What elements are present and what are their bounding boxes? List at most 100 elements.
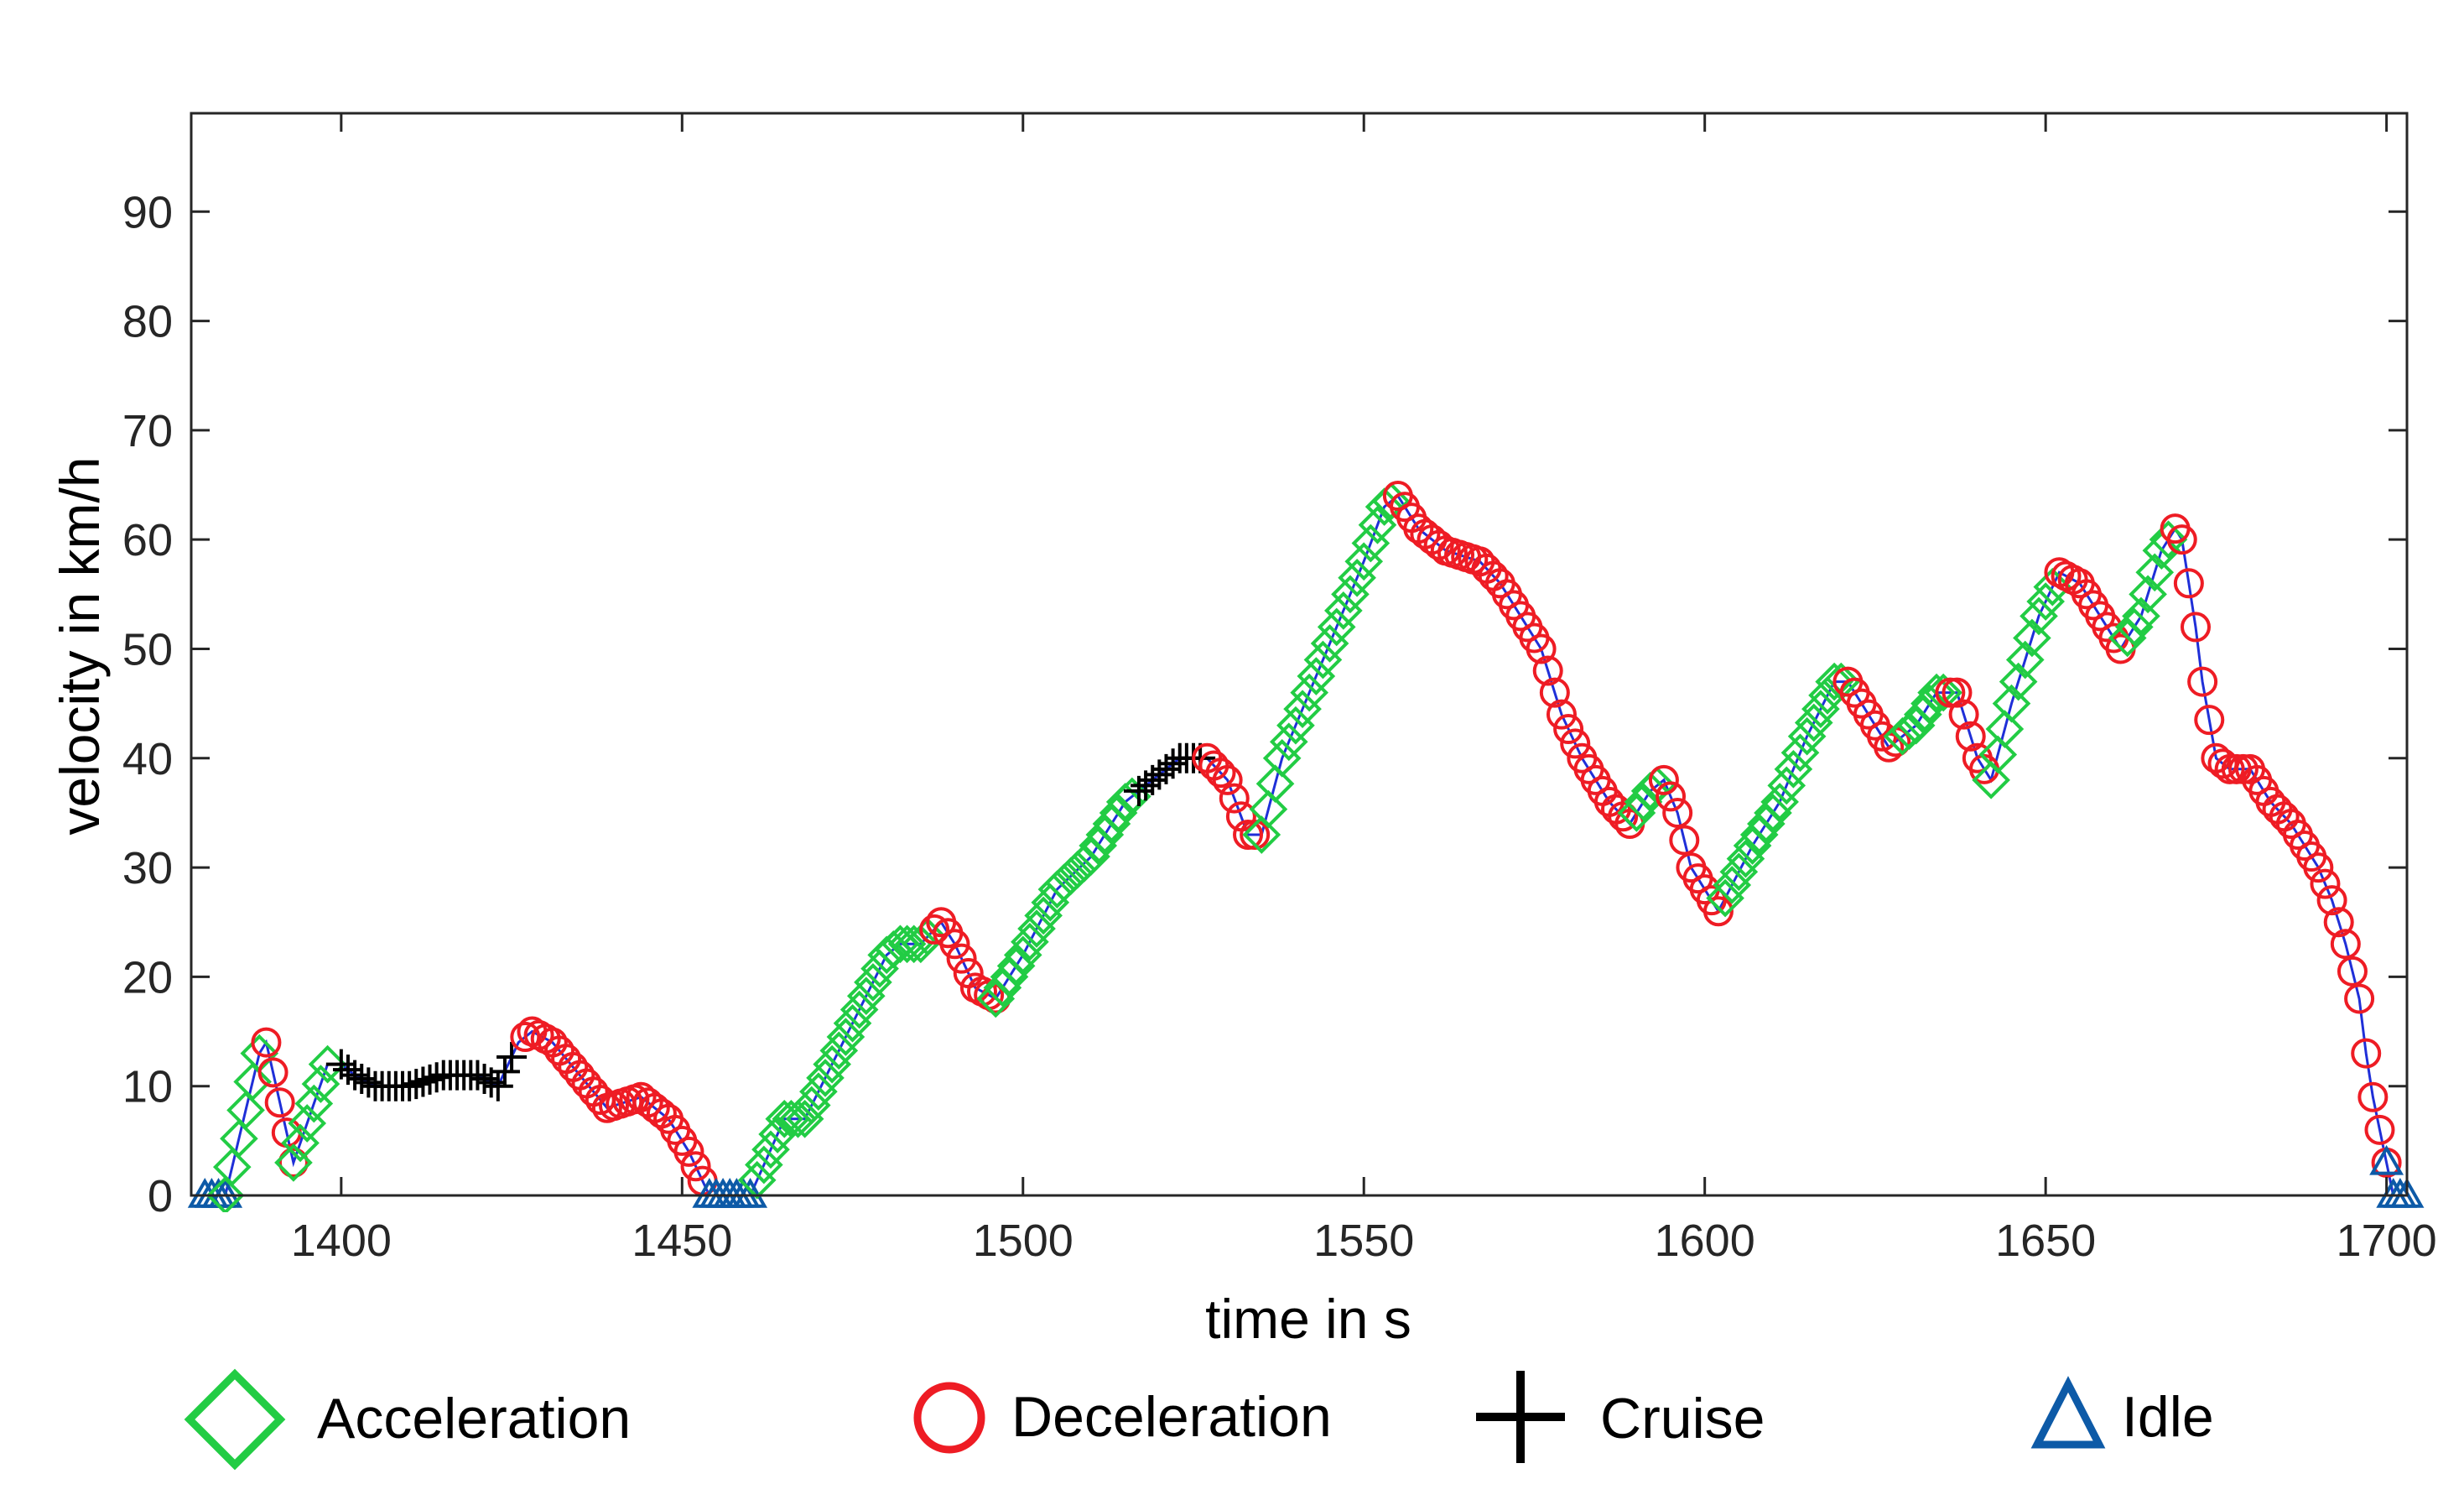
legend-item-idle: Idle [2030, 1376, 2214, 1449]
acceleration-point [2033, 567, 2072, 607]
x-axis-title: time in s [1205, 1288, 1411, 1350]
acceleration-point [1099, 794, 1138, 832]
legend: Acceleration Deceleration Cruise Idle [184, 1368, 2214, 1471]
acceleration-point [1924, 673, 1963, 712]
deceleration-point [919, 914, 950, 945]
acceleration-point [1706, 878, 1744, 918]
deceleration-point [2310, 868, 2341, 899]
deceleration-point [939, 929, 970, 960]
legend-item-cruise: Cruise [1476, 1371, 1765, 1463]
deceleration-point [2316, 885, 2347, 916]
deceleration-point [251, 1027, 282, 1058]
acceleration-point [996, 946, 1036, 986]
acceleration-point [1011, 922, 1049, 961]
deceleration-point [257, 1057, 289, 1088]
acceleration-point [737, 1160, 777, 1200]
acceleration-point [2149, 520, 2188, 560]
y-tick-label: 30 [122, 843, 173, 893]
plot-area-frame [190, 112, 2409, 1197]
acceleration-point [1719, 852, 1759, 892]
deceleration-point [2351, 1038, 2382, 1069]
deceleration-point [1212, 764, 1243, 795]
acceleration-point [840, 990, 879, 1029]
acceleration-point [1024, 896, 1063, 935]
idle-point [2389, 1177, 2425, 1208]
deceleration-point [1948, 699, 1979, 730]
acceleration-point [1754, 794, 1792, 832]
cruise-point [421, 1062, 452, 1093]
x-tick-label: 1500 [973, 1216, 1073, 1266]
deceleration-point [1526, 633, 1557, 664]
acceleration-point [819, 1031, 859, 1070]
legend-label-idle: Idle [2122, 1385, 2214, 1449]
acceleration-point [205, 1176, 245, 1212]
legend-item-acceleration: Acceleration [184, 1368, 631, 1471]
y-tick-label: 60 [122, 515, 173, 565]
deceleration-point [264, 1087, 295, 1118]
deceleration-point [2337, 956, 2368, 987]
acceleration-point [1992, 684, 2031, 723]
acceleration-point [1624, 783, 1663, 821]
legend-label-deceleration: Deceleration [1011, 1385, 1332, 1449]
deceleration-point [278, 1147, 309, 1178]
acceleration-point [778, 1099, 818, 1138]
acceleration-point [813, 1044, 851, 1084]
deceleration-point [1532, 655, 1563, 686]
cruise-point [394, 1070, 425, 1101]
idle-point [733, 1177, 768, 1208]
acceleration-point [785, 1099, 824, 1138]
acceleration-point [1003, 935, 1042, 975]
cruise-point [408, 1066, 439, 1097]
deceleration-point [2303, 852, 2334, 883]
acceleration-point [745, 1145, 783, 1185]
acceleration-point [220, 1119, 258, 1159]
acceleration-point [806, 1059, 845, 1097]
deceleration-point [2194, 705, 2225, 736]
acceleration-point [1910, 684, 1949, 723]
deceleration-point [1205, 758, 1236, 789]
deceleration-point [680, 1151, 711, 1182]
cruise-point [1157, 748, 1188, 779]
acceleration-point [1985, 710, 2025, 748]
y-tick-label: 20 [122, 952, 173, 1002]
deceleration-point [1702, 896, 1734, 927]
acceleration-point [2013, 618, 2051, 658]
acceleration-point [854, 963, 892, 1002]
acceleration-point [902, 924, 940, 964]
deceleration-point [2173, 568, 2204, 599]
acceleration-point [1713, 866, 1752, 904]
y-tick-label: 10 [122, 1062, 173, 1112]
cruise-point [346, 1064, 377, 1095]
cruise-point [462, 1060, 493, 1091]
acceleration-point [1972, 761, 2010, 799]
acceleration-point [2115, 607, 2154, 647]
acceleration-point [2135, 553, 2175, 592]
deceleration-point [1656, 781, 1687, 812]
acceleration-point [2122, 596, 2160, 636]
deceleration-point [1942, 677, 1973, 708]
deceleration-point [2180, 612, 2211, 643]
acceleration-point [826, 1018, 866, 1056]
cruise-point [340, 1060, 371, 1091]
y-tick-label: 80 [122, 297, 173, 347]
acceleration-point [751, 1130, 790, 1169]
acceleration-point [833, 1003, 872, 1043]
deceleration-point [2330, 929, 2361, 960]
acceleration-point [1801, 690, 1840, 728]
acceleration-point [226, 1091, 265, 1130]
cruise-point [353, 1067, 384, 1098]
x-tick-label: 1450 [632, 1216, 732, 1266]
acceleration-point [1917, 673, 1956, 712]
legend-item-deceleration: Deceleration [913, 1382, 1332, 1454]
deceleration-point [1608, 801, 1639, 832]
acceleration-point [1815, 662, 1853, 701]
acceleration-point [799, 1072, 838, 1112]
y-axis-title: velocity in km/h [49, 456, 111, 835]
acceleration-point [1249, 789, 1288, 829]
cruise-point [469, 1064, 500, 1095]
cruise-point [496, 1041, 528, 1072]
deceleration-point [1955, 721, 1986, 752]
cruise-point [482, 1070, 513, 1101]
idle-point [208, 1177, 243, 1208]
